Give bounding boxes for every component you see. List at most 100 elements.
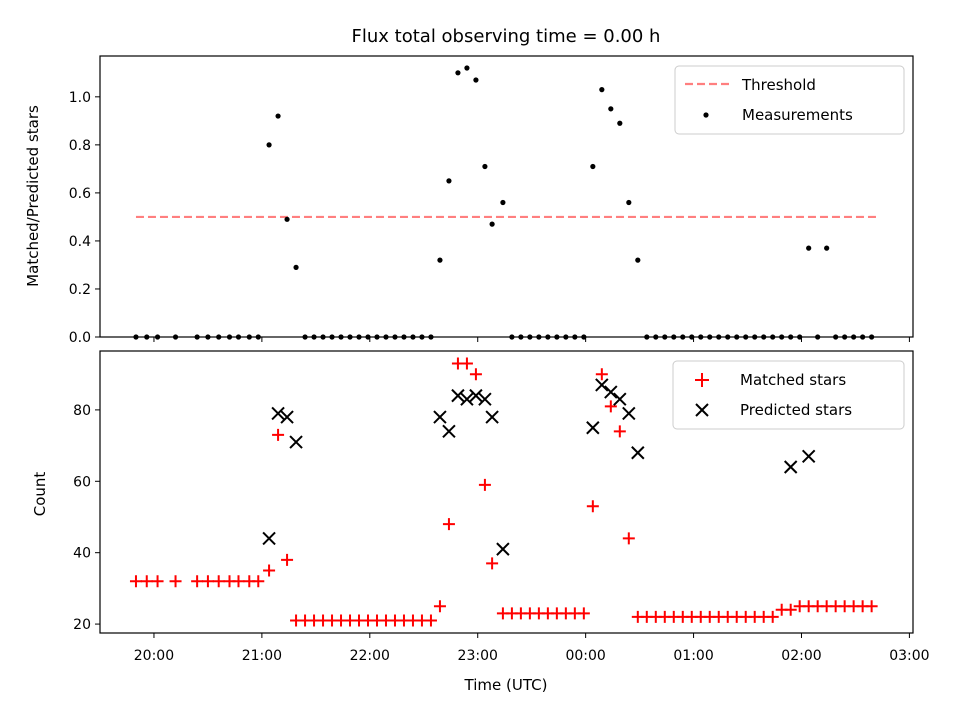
matched-star-point	[586, 500, 599, 513]
matched-star-point	[151, 575, 164, 588]
y-tick-label-top: 1.0	[69, 90, 91, 106]
measurement-point	[464, 65, 470, 71]
predicted-star-point	[586, 421, 600, 435]
predicted-star-point	[783, 460, 798, 474]
y-tick-label-top: 0.8	[69, 138, 91, 154]
matched-star-point	[212, 575, 225, 588]
matched-star-point	[469, 368, 482, 381]
matched-star-point	[577, 607, 590, 620]
x-tick-label: 01:00	[673, 648, 713, 664]
y-ticks-bottom: 20 40 60 80	[73, 403, 100, 633]
x-ticks-bottom: 20:00 21:00 22:00 23:00 00:00 01:00 02:00 03:00	[134, 633, 930, 664]
matched-star-point	[272, 428, 285, 441]
legend-threshold-label: Threshold	[741, 76, 816, 94]
predicted-star-point	[262, 531, 276, 546]
legend-box-top	[674, 65, 905, 135]
legend-matched-swatch	[695, 373, 709, 387]
matched-star-point	[433, 600, 446, 613]
y-tick-label-top: 0.0	[69, 330, 91, 346]
y-axis-label-top: Matched/Predicted stars	[24, 105, 42, 287]
predicted-star-point	[469, 388, 483, 403]
matched-star-point	[281, 553, 294, 566]
matched-star-point	[424, 614, 437, 627]
matched-star-point	[604, 400, 617, 413]
legend-predicted-swatch	[695, 403, 709, 417]
y-tick-label-bottom: 20	[73, 617, 91, 633]
matched-star-point	[478, 478, 491, 491]
x-tick-label: 23:00	[458, 648, 498, 664]
x-axis-label: Time (UTC)	[464, 676, 548, 694]
y-tick-label-top: 0.2	[69, 282, 91, 298]
measurement-point	[455, 70, 461, 76]
matched-star-point	[622, 532, 635, 545]
y-tick-label-bottom: 80	[73, 403, 91, 419]
measurement-point	[617, 120, 623, 126]
measurement-point	[482, 163, 488, 170]
predicted-star-point	[604, 385, 618, 399]
x-tick-label: 03:00	[889, 648, 929, 664]
y-tick-label-bottom: 40	[73, 546, 91, 562]
measurement-point	[500, 199, 506, 206]
predicted-star-point	[613, 392, 627, 406]
y-tick-label-bottom: 60	[73, 474, 91, 490]
y-tick-label-top: 0.4	[69, 234, 91, 250]
predicted-star-point	[280, 410, 294, 424]
predicted-star-point	[451, 388, 465, 403]
legend-matched-label: Matched stars	[740, 371, 846, 389]
measurement-point	[806, 245, 812, 251]
measurement-point	[284, 216, 290, 222]
predicted-star-point	[496, 542, 510, 556]
x-tick-label: 00:00	[565, 648, 605, 664]
measurement-point	[446, 178, 452, 184]
matched-star-point	[232, 575, 245, 588]
matched-star-point	[201, 575, 214, 588]
measurement-point	[437, 257, 443, 263]
measurement-point	[599, 87, 605, 93]
matched-star-point	[191, 575, 204, 588]
matched-star-point	[613, 425, 626, 438]
matched-star-point	[442, 518, 455, 531]
predicted-star-point	[631, 446, 645, 460]
predicted-star-point	[622, 406, 636, 421]
predicted-star-point	[271, 406, 285, 421]
y-tick-label-top: 0.6	[69, 186, 91, 202]
legend-box-bottom	[672, 360, 905, 430]
measurement-point	[473, 77, 479, 83]
axes-frame-bottom	[99, 350, 914, 634]
predicted-star-point	[595, 378, 609, 392]
predicted-star-point	[801, 449, 816, 464]
matched-star-point	[486, 557, 499, 570]
matched-star-point	[252, 575, 265, 588]
legend-top: Threshold Measurements	[674, 65, 905, 135]
x-tick-label: 02:00	[781, 648, 821, 664]
matched-star-point	[140, 575, 153, 588]
axes-frame-top	[99, 55, 914, 338]
y-axis-label-bottom: Count	[31, 472, 49, 517]
predicted-star-point	[289, 435, 303, 449]
matched-star-point	[169, 575, 182, 588]
chart-title: Flux total observing time = 0.00 h	[352, 26, 661, 47]
measurement-point	[590, 163, 596, 170]
matched-star-point	[784, 603, 797, 616]
matched-star-point	[129, 575, 142, 588]
measurement-point	[635, 257, 641, 263]
predicted-star-point	[442, 424, 456, 439]
matched-star-point	[595, 368, 608, 381]
matched-stars-points	[129, 357, 878, 627]
matched-star-point	[460, 357, 473, 370]
x-tick-label: 21:00	[242, 648, 282, 664]
bottom-chart-panel: Count Time (UTC) 20 40 60 80 20:00 21:00 22:0…	[31, 350, 930, 694]
predicted-star-point	[433, 410, 447, 424]
measurement-point	[608, 106, 614, 112]
measurement-point	[293, 264, 299, 270]
legend-measurements-label: Measurements	[742, 106, 853, 124]
legend-measurements-swatch	[703, 112, 709, 118]
legend-bottom: Matched stars Predicted stars	[672, 360, 905, 430]
x-tick-label: 20:00	[134, 648, 174, 664]
predicted-star-point	[478, 392, 492, 406]
measurement-point	[626, 199, 632, 206]
predicted-stars-points	[262, 378, 816, 556]
measurement-point	[489, 221, 495, 227]
top-chart-panel: Flux total observing time = 0.00 h Match…	[24, 26, 914, 346]
